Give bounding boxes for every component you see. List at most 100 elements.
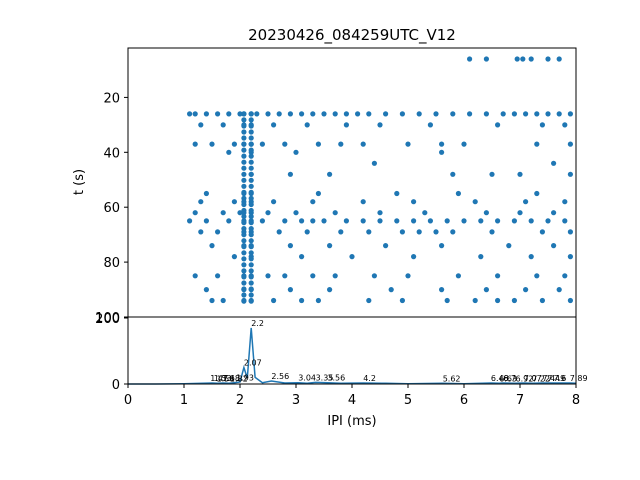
raster-point <box>248 238 254 244</box>
raster-point <box>265 111 271 117</box>
raster-point <box>241 117 247 123</box>
histogram-peak-label: 5.62 <box>443 374 461 383</box>
raster-point <box>241 147 247 153</box>
raster-point <box>241 292 247 298</box>
raster-points <box>187 56 574 304</box>
raster-point <box>248 268 254 274</box>
raster-point <box>231 254 237 260</box>
raster-point <box>248 153 254 159</box>
histogram-peak-label: 7.22 <box>532 374 550 383</box>
raster-point <box>377 218 383 224</box>
histogram-x-tick-label: 8 <box>572 393 580 408</box>
raster-point <box>506 243 512 249</box>
raster-point <box>534 111 540 117</box>
raster-point <box>287 171 293 177</box>
raster-point <box>248 171 254 177</box>
raster-point <box>215 229 221 235</box>
raster-point <box>241 262 247 268</box>
raster-point <box>248 141 254 147</box>
raster-point <box>399 297 405 304</box>
raster-point <box>349 254 355 260</box>
raster-point <box>241 177 247 183</box>
histogram-peak-label: 2.07 <box>244 359 262 368</box>
raster-point <box>220 297 226 304</box>
raster-point <box>241 220 247 226</box>
raster-point <box>332 273 338 279</box>
raster-point <box>567 297 574 304</box>
histogram-peak-label: 1.53 <box>214 374 232 383</box>
raster-point <box>248 207 254 214</box>
raster-point <box>483 111 489 117</box>
raster-point <box>450 111 456 117</box>
raster-point <box>360 218 366 224</box>
raster-point <box>383 243 389 249</box>
raster-point <box>500 111 506 117</box>
histogram-peak-label: 7.07 <box>524 374 542 383</box>
raster-y-tick-label: 60 <box>103 201 120 216</box>
raster-point <box>517 210 523 216</box>
raster-point <box>248 189 254 195</box>
raster-point <box>394 190 400 197</box>
raster-point <box>241 280 247 286</box>
raster-point <box>192 111 198 117</box>
raster-point <box>187 111 193 117</box>
raster-point <box>478 218 484 224</box>
histogram-peak-label: 7.89 <box>570 374 588 383</box>
raster-point <box>231 141 237 147</box>
raster-point <box>248 232 254 238</box>
raster-point <box>478 254 484 260</box>
histogram-peak-label: 7.4 <box>542 374 555 383</box>
raster-point <box>455 273 461 279</box>
raster-point <box>209 141 215 147</box>
raster-point <box>241 129 247 135</box>
raster-point <box>241 213 247 220</box>
histogram-peak-label: 1.47 <box>210 374 228 383</box>
raster-point <box>366 111 372 117</box>
raster-point <box>271 297 277 304</box>
raster-point <box>248 123 254 129</box>
raster-point <box>562 199 568 205</box>
raster-point <box>203 190 209 197</box>
raster-point <box>259 218 265 224</box>
raster-point <box>455 190 461 197</box>
raster-point <box>416 229 422 235</box>
raster-point <box>567 141 574 147</box>
raster-point <box>209 297 215 304</box>
raster-point <box>287 287 293 293</box>
raster-point <box>248 220 254 226</box>
raster-y-tick-label: 40 <box>103 146 120 161</box>
raster-point <box>523 199 529 205</box>
raster-point <box>315 141 321 147</box>
histogram-x-tick-label: 4 <box>348 393 356 408</box>
raster-point <box>489 171 495 177</box>
raster-point <box>416 111 422 117</box>
raster-point <box>282 218 288 224</box>
raster-point <box>259 141 265 147</box>
raster-point <box>241 153 247 159</box>
raster-point <box>248 213 254 220</box>
histogram-peak-label: 1.93 <box>236 374 254 383</box>
raster-point <box>461 141 467 147</box>
raster-point <box>567 171 574 177</box>
histogram-y-tick-label: 0 <box>112 378 120 393</box>
raster-point <box>310 111 316 117</box>
raster-point <box>511 111 517 117</box>
raster-point <box>343 111 349 117</box>
raster-point <box>248 292 254 298</box>
raster-point <box>271 122 277 128</box>
raster-point <box>293 210 299 216</box>
raster-point <box>405 141 411 147</box>
raster-point <box>388 287 394 293</box>
raster-point <box>439 243 445 249</box>
raster-point <box>439 149 445 155</box>
raster-point <box>241 226 247 232</box>
raster-point <box>528 56 534 62</box>
raster-point <box>433 229 439 235</box>
raster-point <box>315 297 321 304</box>
raster-point <box>377 122 383 128</box>
raster-point <box>293 149 299 155</box>
histogram-x-tick-label: 0 <box>124 393 132 408</box>
raster-y-tick-label: 20 <box>103 91 120 106</box>
raster-point <box>310 273 316 279</box>
